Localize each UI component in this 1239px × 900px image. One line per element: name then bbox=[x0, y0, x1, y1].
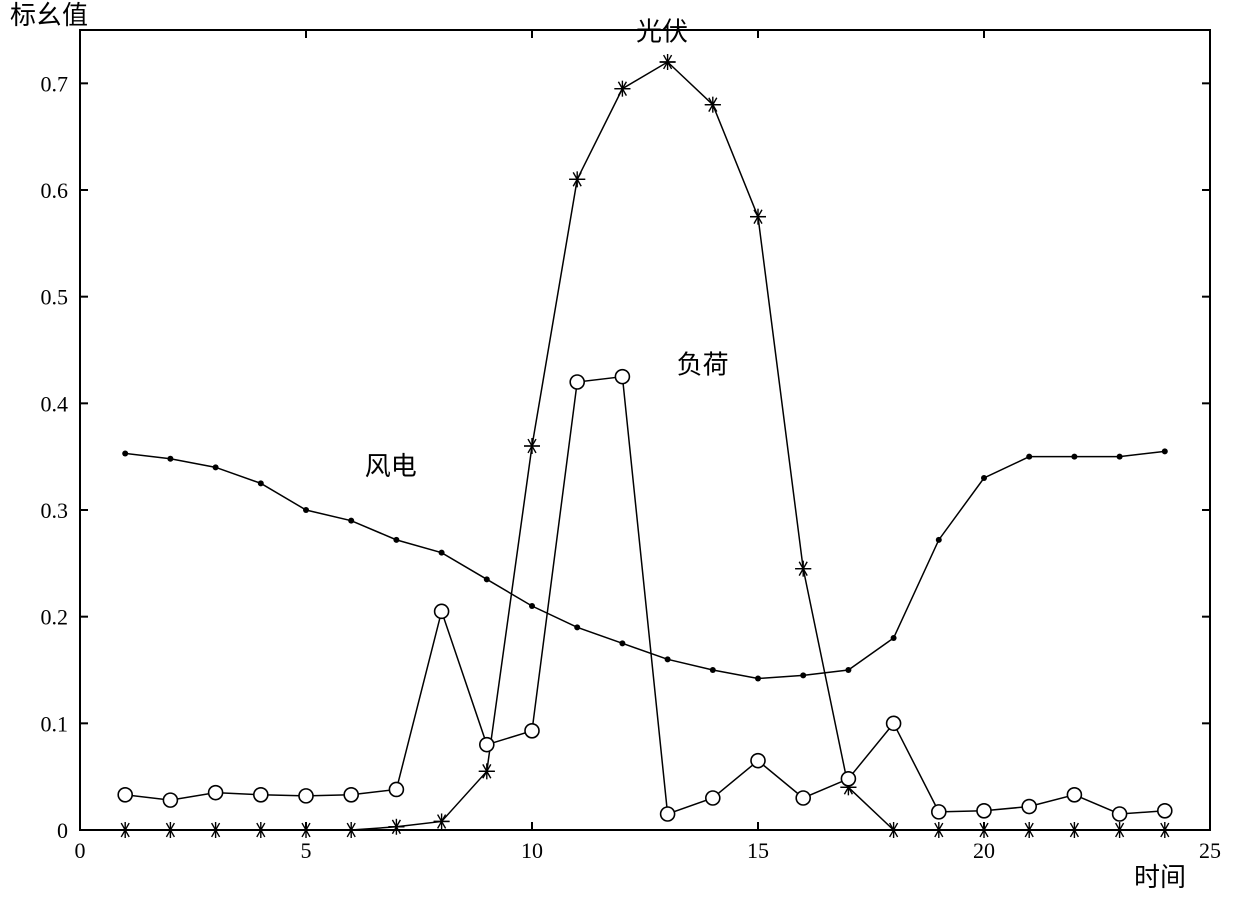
marker-dot-icon bbox=[1162, 448, 1168, 454]
marker-dot-icon bbox=[348, 518, 354, 524]
y-tick-label: 0.3 bbox=[41, 498, 69, 523]
series-负荷: 负荷 bbox=[118, 350, 1172, 821]
marker-circle-icon bbox=[163, 793, 177, 807]
marker-dot-icon bbox=[981, 475, 987, 481]
y-tick-label: 0.6 bbox=[41, 178, 69, 203]
marker-circle-icon bbox=[751, 754, 765, 768]
y-tick-label: 0.1 bbox=[41, 711, 69, 736]
marker-dot-icon bbox=[529, 603, 535, 609]
marker-dot-icon bbox=[755, 676, 761, 682]
marker-dot-icon bbox=[213, 464, 219, 470]
marker-star-icon bbox=[298, 822, 314, 838]
marker-circle-icon bbox=[389, 782, 403, 796]
series-line bbox=[125, 451, 1165, 678]
marker-star-icon bbox=[976, 822, 992, 838]
series-label-风电: 风电 bbox=[365, 452, 417, 481]
marker-dot-icon bbox=[665, 656, 671, 662]
marker-circle-icon bbox=[344, 788, 358, 802]
marker-circle-icon bbox=[887, 716, 901, 730]
marker-star-icon bbox=[208, 822, 224, 838]
series-label-光伏: 光伏 bbox=[636, 18, 688, 47]
series-label-负荷: 负荷 bbox=[677, 350, 729, 379]
marker-dot-icon bbox=[891, 635, 897, 641]
marker-star-icon bbox=[1021, 822, 1037, 838]
marker-star-icon bbox=[795, 561, 811, 577]
marker-dot-icon bbox=[1026, 454, 1032, 460]
marker-star-icon bbox=[931, 822, 947, 838]
marker-dot-icon bbox=[800, 672, 806, 678]
x-tick-label: 10 bbox=[521, 838, 543, 863]
marker-circle-icon bbox=[841, 772, 855, 786]
y-axis-label: 标幺值 bbox=[10, 1, 88, 30]
y-tick-label: 0.7 bbox=[41, 71, 69, 96]
marker-dot-icon bbox=[484, 576, 490, 582]
marker-dot-icon bbox=[258, 480, 264, 486]
marker-dot-icon bbox=[710, 667, 716, 673]
marker-dot-icon bbox=[1117, 454, 1123, 460]
x-tick-label: 0 bbox=[75, 838, 86, 863]
marker-circle-icon bbox=[615, 370, 629, 384]
marker-circle-icon bbox=[480, 738, 494, 752]
marker-circle-icon bbox=[796, 791, 810, 805]
marker-circle-icon bbox=[977, 804, 991, 818]
series-风电: 风电 bbox=[122, 448, 1168, 681]
y-tick-label: 0.2 bbox=[41, 605, 69, 630]
marker-circle-icon bbox=[254, 788, 268, 802]
marker-star-icon bbox=[162, 822, 178, 838]
marker-star-icon bbox=[343, 822, 359, 838]
marker-circle-icon bbox=[118, 788, 132, 802]
plot-border bbox=[80, 30, 1210, 830]
marker-star-icon bbox=[750, 209, 766, 225]
marker-circle-icon bbox=[1067, 788, 1081, 802]
x-tick-label: 25 bbox=[1199, 838, 1221, 863]
marker-star-icon bbox=[253, 822, 269, 838]
marker-circle-icon bbox=[661, 807, 675, 821]
marker-circle-icon bbox=[299, 789, 313, 803]
marker-star-icon bbox=[569, 171, 585, 187]
marker-star-icon bbox=[614, 81, 630, 97]
marker-dot-icon bbox=[1071, 454, 1077, 460]
y-tick-label: 0.5 bbox=[41, 285, 69, 310]
series-line bbox=[125, 62, 1165, 830]
marker-star-icon bbox=[1112, 822, 1128, 838]
marker-circle-icon bbox=[570, 375, 584, 389]
marker-circle-icon bbox=[435, 604, 449, 618]
marker-circle-icon bbox=[706, 791, 720, 805]
marker-circle-icon bbox=[1022, 800, 1036, 814]
marker-dot-icon bbox=[122, 450, 128, 456]
marker-dot-icon bbox=[619, 640, 625, 646]
marker-dot-icon bbox=[303, 507, 309, 513]
marker-dot-icon bbox=[439, 550, 445, 556]
marker-dot-icon bbox=[167, 456, 173, 462]
marker-dot-icon bbox=[574, 624, 580, 630]
series-line bbox=[125, 377, 1165, 814]
marker-dot-icon bbox=[845, 667, 851, 673]
x-tick-label: 20 bbox=[973, 838, 995, 863]
marker-circle-icon bbox=[525, 724, 539, 738]
x-axis-label: 时间 bbox=[1134, 863, 1186, 892]
marker-star-icon bbox=[524, 438, 540, 454]
series-光伏: 光伏 bbox=[117, 18, 1173, 838]
x-tick-label: 5 bbox=[301, 838, 312, 863]
marker-dot-icon bbox=[936, 537, 942, 543]
line-chart: 0 5 10 15 20 25 0 0.1 0.2 0.3 0.4 0.5 0.6 0.7 标幺值时间 风电 光… bbox=[0, 0, 1239, 900]
marker-star-icon bbox=[1157, 822, 1173, 838]
marker-circle-icon bbox=[1158, 804, 1172, 818]
x-tick-label: 15 bbox=[747, 838, 769, 863]
marker-star-icon bbox=[1066, 822, 1082, 838]
marker-star-icon bbox=[388, 819, 404, 835]
marker-circle-icon bbox=[1113, 807, 1127, 821]
marker-circle-icon bbox=[209, 786, 223, 800]
marker-circle-icon bbox=[932, 805, 946, 819]
y-tick-label: 0 bbox=[57, 818, 68, 843]
marker-star-icon bbox=[117, 822, 133, 838]
y-tick-label: 0.4 bbox=[41, 391, 69, 416]
marker-dot-icon bbox=[393, 537, 399, 543]
